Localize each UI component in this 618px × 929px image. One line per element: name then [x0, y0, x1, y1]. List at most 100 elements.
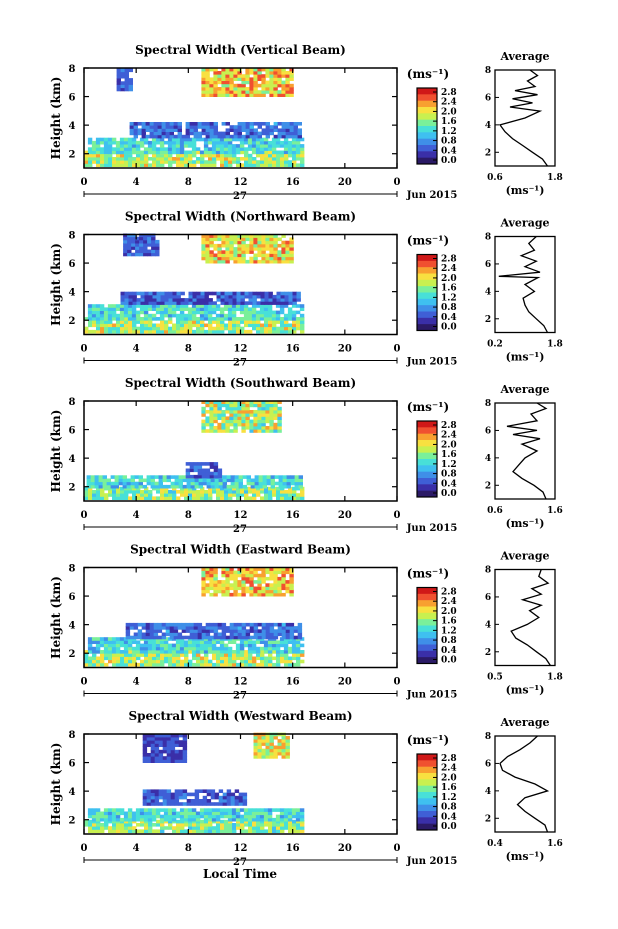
- heatmap-cell: [299, 811, 305, 816]
- heatmap-cell: [188, 662, 193, 667]
- heatmap-cell: [92, 819, 97, 824]
- heatmap-cell: [229, 90, 234, 94]
- heatmap-cell: [228, 320, 233, 324]
- heatmap-cell: [100, 486, 105, 491]
- heatmap-cell: [217, 90, 222, 94]
- heatmap-cell: [225, 583, 230, 587]
- heatmap-cell: [245, 635, 251, 640]
- heatmap-cell: [147, 814, 153, 819]
- heatmap-cell: [223, 304, 229, 308]
- heatmap-cell: [194, 792, 200, 797]
- heatmap-cell: [224, 157, 229, 161]
- heatmap-cell: [156, 323, 161, 328]
- heatmap-cell: [135, 811, 141, 816]
- heatmap-cell: [99, 304, 105, 308]
- heatmap-cell: [200, 493, 205, 497]
- heatmap-cell: [295, 144, 301, 148]
- heatmap-cell: [111, 147, 117, 151]
- heatmap-cell: [116, 163, 121, 167]
- heatmap-cell: [179, 313, 185, 318]
- heatmap-cell: [269, 256, 274, 261]
- heatmap-cell: [289, 632, 295, 637]
- x-tick-label: 4: [133, 344, 140, 355]
- heatmap-cell: [124, 84, 129, 89]
- heatmap-cell: [239, 140, 245, 145]
- heatmap-cell: [282, 478, 287, 483]
- heatmap-cell: [267, 640, 273, 644]
- heatmap-cell: [147, 150, 153, 155]
- heatmap-cell: [123, 233, 128, 238]
- heatmap-cell: [299, 313, 305, 318]
- heatmap-cell: [292, 157, 297, 161]
- heatmap-cell: [179, 811, 185, 816]
- heatmap-cell: [229, 573, 234, 578]
- heatmap-cell: [205, 243, 210, 248]
- heatmap-cell: [96, 659, 101, 664]
- heatmap-cell: [151, 140, 157, 145]
- heatmap-cell: [265, 253, 270, 258]
- heatmap-cell: [229, 71, 234, 75]
- heatmap-cell: [207, 147, 213, 151]
- heatmap-cell: [214, 478, 219, 483]
- heatmap-cell: [286, 478, 291, 483]
- heatmap-cell: [260, 496, 265, 500]
- heatmap-cell: [244, 160, 249, 164]
- heatmap-cell: [279, 643, 285, 648]
- heatmap-cell: [253, 77, 258, 81]
- heatmap-cell: [135, 808, 141, 812]
- heatmap-cell: [284, 294, 289, 299]
- heatmap-cell: [135, 313, 141, 318]
- heatmap-cell: [124, 163, 129, 167]
- heatmap-cell: [273, 410, 278, 414]
- heatmap-cell: [225, 422, 230, 427]
- heatmap-cell: [211, 304, 217, 308]
- heatmap-cell: [281, 71, 286, 75]
- heatmap-cell: [187, 310, 193, 315]
- heatmap-cell: [261, 247, 266, 251]
- heatmap-cell: [296, 493, 301, 497]
- heatmap-cell: [211, 811, 217, 816]
- heatmap-cell: [240, 493, 245, 497]
- heatmap-cell: [132, 493, 137, 497]
- heatmap-cell: [135, 646, 141, 651]
- heatmap-cell: [281, 122, 286, 126]
- heatmap-cell: [298, 478, 303, 483]
- heatmap-cell: [217, 93, 222, 97]
- heatmap-cell: [161, 622, 167, 627]
- heatmap-cell: [283, 646, 289, 651]
- heatmap-cell: [162, 484, 167, 489]
- heatmap-cell: [255, 313, 261, 318]
- heatmap-cell: [203, 811, 209, 816]
- heatmap-cell: [143, 137, 149, 142]
- heatmap-cell: [268, 826, 273, 830]
- heatmap-cell: [176, 298, 181, 302]
- heatmap-cell: [160, 493, 165, 497]
- heatmap-cell: [111, 817, 117, 822]
- y-tick-label: 8: [69, 397, 76, 408]
- x-tick-label: 16: [286, 177, 300, 188]
- heatmap-cell: [241, 592, 246, 597]
- heatmap-cell: [209, 131, 214, 136]
- heatmap-cell: [229, 567, 234, 571]
- colorbar-swatch: [417, 779, 437, 787]
- heatmap-cell: [289, 67, 294, 72]
- heatmap-cell: [160, 656, 165, 661]
- heatmap-cell: [299, 650, 305, 654]
- heatmap-cell: [137, 128, 142, 132]
- heatmap-cell: [215, 137, 221, 142]
- heatmap-cell: [196, 329, 201, 334]
- panel-0: Spectral Width (Vertical Beam)2468Height…: [49, 43, 563, 202]
- heatmap-cell: [221, 416, 226, 420]
- heatmap-cell: [296, 496, 301, 500]
- heatmap-cell: [211, 317, 217, 321]
- heatmap-cell: [147, 811, 153, 816]
- heatmap-cell: [188, 826, 193, 830]
- heatmap-cell: [273, 755, 278, 759]
- heatmap-cell: [180, 291, 185, 296]
- heatmap-cell: [227, 304, 233, 308]
- heatmap-cell: [241, 573, 246, 578]
- heatmap-cell: [204, 823, 209, 827]
- heatmap-cell: [243, 304, 249, 308]
- heatmap-cell: [249, 250, 254, 254]
- colorbar-frame: [416, 586, 438, 665]
